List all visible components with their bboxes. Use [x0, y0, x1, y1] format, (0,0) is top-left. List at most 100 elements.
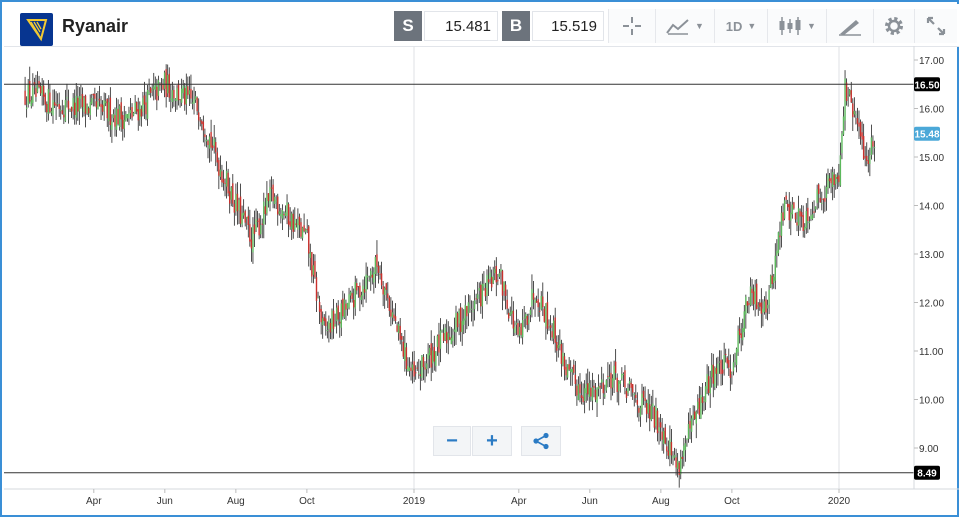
share-button[interactable]	[521, 426, 561, 456]
candle-body	[540, 295, 542, 310]
candle-body	[698, 398, 701, 416]
candle-body	[746, 301, 749, 306]
candle-body	[742, 328, 744, 341]
candle-body	[266, 194, 268, 214]
share-icon	[533, 432, 549, 450]
candle-body	[191, 102, 194, 104]
candle-body	[387, 293, 389, 299]
candle-body	[258, 218, 260, 236]
candle-body	[625, 390, 628, 398]
sell-price[interactable]: 15.481	[424, 11, 498, 41]
candle-body	[842, 116, 845, 135]
chart-type-icon	[666, 19, 689, 35]
candle-body	[304, 229, 307, 233]
level-badge	[914, 77, 940, 92]
candle-body	[297, 219, 299, 230]
expand-button[interactable]	[914, 9, 957, 43]
candle-body	[345, 303, 347, 310]
instrument-name: Ryanair	[62, 16, 129, 36]
candle-body	[512, 310, 515, 329]
candle-body	[317, 297, 319, 299]
candle-body	[278, 211, 280, 214]
candle-body	[687, 424, 690, 439]
candle-body	[149, 87, 152, 93]
buy-label[interactable]: B	[502, 11, 530, 41]
candle-body	[715, 367, 718, 374]
candlestick-style-button[interactable]: ▼	[767, 9, 826, 43]
candle-body	[546, 302, 549, 329]
candle-body	[438, 334, 440, 353]
candle-body	[577, 384, 580, 401]
buy-price[interactable]: 15.519	[532, 11, 604, 41]
candle-body	[298, 216, 301, 226]
candle-body	[604, 394, 606, 397]
candle-body	[852, 103, 854, 118]
candle-body	[762, 308, 764, 313]
candle-body	[720, 359, 722, 375]
candle-body	[173, 89, 175, 99]
candle-body	[46, 103, 48, 113]
candle-body	[320, 308, 322, 323]
candle-body	[538, 310, 541, 312]
candle-body	[534, 299, 536, 303]
zoom-in-button[interactable]: +	[472, 426, 512, 456]
candle-body	[83, 97, 85, 112]
chart-type-button[interactable]: ▼	[655, 9, 714, 43]
candle-body	[831, 172, 834, 188]
x-tick-label: Aug	[227, 496, 245, 507]
settings-button[interactable]	[873, 9, 914, 43]
zoom-out-button[interactable]: −	[433, 426, 471, 456]
candle-body	[123, 119, 125, 129]
candle-body	[711, 364, 713, 378]
candle-body	[114, 115, 116, 127]
candle-body	[593, 385, 595, 388]
candle-body	[638, 407, 640, 413]
candle-body	[267, 193, 270, 202]
candle-body	[87, 108, 90, 114]
candle-body	[487, 279, 490, 283]
candle-body	[445, 331, 448, 344]
candle-body	[497, 280, 499, 282]
candle-body	[816, 189, 818, 203]
candle-body	[77, 97, 79, 112]
candle-body	[112, 113, 115, 119]
candle-body	[115, 108, 118, 130]
candle-body	[621, 373, 623, 379]
sell-label[interactable]: S	[394, 11, 422, 41]
candle-body	[704, 386, 707, 403]
candle-body	[391, 312, 394, 318]
candle-body	[690, 418, 693, 432]
candle-body	[351, 293, 353, 299]
price-badges: 16.50 8.49 15.48	[914, 77, 940, 480]
candle-body	[804, 227, 806, 230]
candle-body	[681, 456, 683, 459]
crosshair-button[interactable]	[608, 9, 655, 43]
candle-body	[757, 305, 759, 307]
candle-body	[478, 288, 480, 291]
x-tick-label: Oct	[724, 496, 740, 507]
candle-body	[300, 222, 302, 237]
price-chart[interactable]: 17.00 16.00 15.00 14.00 13.00 12.00 11.00 10.00…	[4, 46, 959, 517]
candle-body	[399, 325, 401, 340]
candle-body	[277, 196, 279, 215]
candle-body	[549, 325, 552, 328]
candle-body	[135, 101, 138, 112]
candle-body	[835, 174, 837, 184]
candle-body	[194, 96, 197, 100]
candle-body	[433, 346, 435, 362]
timeframe-dropdown[interactable]: 1D ▼	[714, 9, 767, 43]
candle-body	[490, 277, 493, 288]
candle-body	[873, 147, 876, 149]
candle-body	[614, 361, 617, 373]
drawing-tool-button[interactable]	[826, 9, 873, 43]
candle-body	[706, 374, 708, 389]
plus-icon: +	[486, 429, 498, 452]
candle-body	[616, 377, 618, 392]
candle-body	[179, 99, 181, 101]
candle-body	[388, 297, 391, 311]
candle-body	[201, 120, 203, 125]
candle-body	[78, 96, 81, 112]
candle-body	[210, 132, 212, 148]
candle-body	[303, 225, 305, 232]
